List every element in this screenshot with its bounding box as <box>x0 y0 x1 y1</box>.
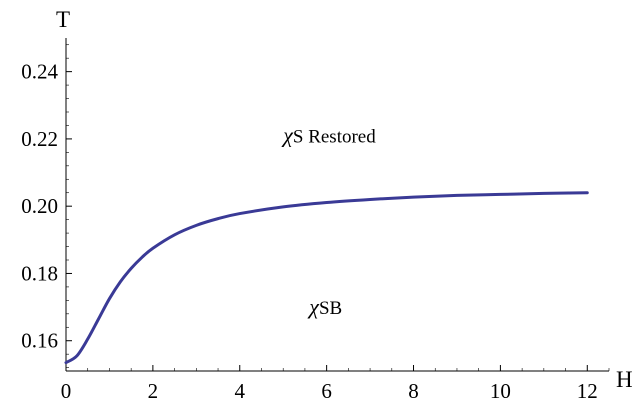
x-tick-label: 0 <box>61 379 72 403</box>
y-tick-label: 0.24 <box>21 60 58 84</box>
series-layer <box>64 191 589 365</box>
x-tick-label: 6 <box>321 379 332 403</box>
region-label-text: SB <box>319 298 342 319</box>
x-tick-label: 4 <box>235 379 246 403</box>
y-axis-title: T <box>56 7 70 32</box>
axes: H T <box>56 7 633 392</box>
x-tick-label: 10 <box>490 379 511 403</box>
chi-symbol: χ <box>281 122 294 147</box>
x-tick-label: 12 <box>577 379 598 403</box>
y-tick-label: 0.16 <box>21 329 58 353</box>
region-label-1: χSB <box>307 294 342 319</box>
x-axis-title: H <box>616 367 633 392</box>
y-tick-label: 0.18 <box>21 261 58 285</box>
region-label-text: S Restored <box>293 126 376 147</box>
region-label-0: χS Restored <box>281 122 376 147</box>
x-tick-label: 2 <box>148 379 159 403</box>
y-tick-label: 0.20 <box>21 194 58 218</box>
ticks: 0 2 4 6 8 10 12 0.16 0.18 0.20 0.22 0.24 <box>21 44 610 403</box>
x-tick-label: 8 <box>408 379 419 403</box>
series-line-0 <box>64 191 589 365</box>
chi-symbol: χ <box>307 294 320 319</box>
y-tick-label: 0.22 <box>21 127 58 151</box>
